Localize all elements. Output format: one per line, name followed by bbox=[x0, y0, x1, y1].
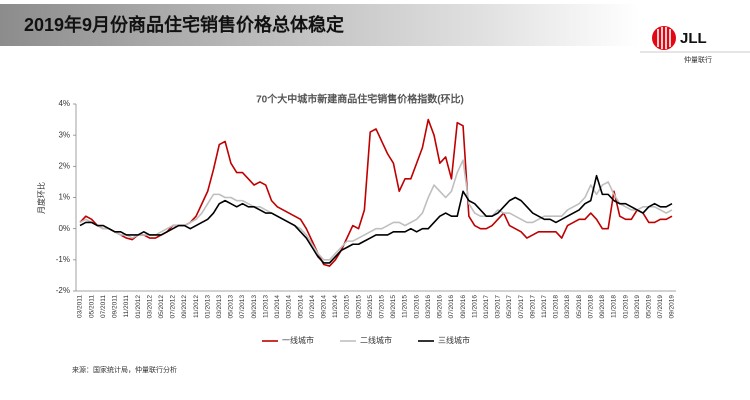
x-tick-label: 01/2016 bbox=[413, 295, 420, 319]
x-tick-label: 05/2011 bbox=[88, 295, 95, 318]
series-line bbox=[79, 118, 673, 267]
x-tick-label: 03/2019 bbox=[634, 295, 641, 319]
y-tick-label: 2% bbox=[58, 161, 70, 170]
source-note: 来源：国家统计局，仲量联行分析 bbox=[72, 365, 177, 374]
x-tick-label: 01/2018 bbox=[553, 295, 560, 319]
x-tick-label: 09/2019 bbox=[669, 295, 676, 319]
x-tick-label: 11/2012 bbox=[193, 295, 200, 318]
x-tick-label: 07/2019 bbox=[657, 295, 664, 319]
x-tick-label: 01/2017 bbox=[483, 295, 490, 319]
x-tick-label: 09/2014 bbox=[320, 295, 327, 319]
y-tick-label: 4% bbox=[58, 99, 70, 108]
x-tick-label: 09/2015 bbox=[390, 295, 397, 319]
x-tick-label: 05/2014 bbox=[297, 295, 304, 319]
logo: JLL 仲量联行 bbox=[652, 26, 712, 64]
x-tick-label: 01/2012 bbox=[135, 295, 142, 319]
x-tick-label: 11/2014 bbox=[332, 295, 339, 318]
y-tick-label: 0% bbox=[58, 224, 70, 233]
x-tick-label: 05/2019 bbox=[646, 295, 653, 319]
x-tick-label: 07/2017 bbox=[518, 295, 525, 319]
x-tick-label: 03/2016 bbox=[425, 295, 432, 319]
x-tick-label: 05/2018 bbox=[576, 295, 583, 319]
legend-label: 二线城市 bbox=[360, 335, 392, 345]
series-line bbox=[79, 159, 673, 261]
x-tick-label: 07/2012 bbox=[170, 295, 177, 319]
logo-subtext: 仲量联行 bbox=[684, 55, 712, 64]
x-tick-label: 07/2011 bbox=[100, 295, 107, 318]
x-tick-label: 03/2012 bbox=[146, 295, 153, 319]
x-tick-label: 05/2016 bbox=[437, 295, 444, 319]
x-tick-label: 05/2015 bbox=[367, 295, 374, 319]
x-tick-label: 07/2013 bbox=[239, 295, 246, 319]
x-tick-label: 03/2017 bbox=[495, 295, 502, 319]
x-tick-label: 01/2014 bbox=[274, 295, 281, 319]
x-tick-label: 11/2018 bbox=[611, 295, 618, 318]
x-tick-label: 01/2015 bbox=[344, 295, 351, 319]
x-tick-label: 05/2013 bbox=[228, 295, 235, 319]
x-tick-label: 11/2017 bbox=[541, 295, 548, 318]
x-tick-label: 03/2011 bbox=[77, 295, 84, 318]
x-tick-label: 05/2012 bbox=[158, 295, 165, 319]
legend-label: 一线城市 bbox=[282, 335, 314, 345]
x-tick-label: 03/2015 bbox=[355, 295, 362, 319]
x-tick-label: 03/2018 bbox=[564, 295, 571, 319]
x-tick-label: 03/2014 bbox=[286, 295, 293, 319]
x-tick-label: 09/2018 bbox=[599, 295, 606, 319]
slide-title: 2019年9月份商品住宅销售价格总体稳定 bbox=[24, 14, 344, 35]
x-tick-label: 09/2011 bbox=[112, 295, 119, 318]
y-tick-label: 3% bbox=[58, 130, 70, 139]
logo-text: JLL bbox=[680, 30, 707, 47]
x-tick-label: 11/2016 bbox=[471, 295, 478, 318]
x-tick-label: 09/2017 bbox=[529, 295, 536, 319]
y-tick-label: -1% bbox=[56, 255, 70, 264]
series-line bbox=[79, 174, 673, 264]
x-tick-label: 11/2015 bbox=[402, 295, 409, 318]
x-tick-label: 07/2015 bbox=[379, 295, 386, 319]
x-tick-label: 09/2016 bbox=[460, 295, 467, 319]
header-band bbox=[0, 4, 640, 46]
x-tick-label: 01/2013 bbox=[204, 295, 211, 319]
x-tick-label: 09/2013 bbox=[251, 295, 258, 319]
y-tick-label: -2% bbox=[56, 286, 70, 295]
x-tick-label: 11/2011 bbox=[123, 295, 130, 318]
x-tick-label: 01/2019 bbox=[622, 295, 629, 319]
y-tick-label: 1% bbox=[58, 193, 70, 202]
x-tick-label: 07/2016 bbox=[448, 295, 455, 319]
chart-title: 70个大中城市新建商品住宅销售价格指数(环比) bbox=[256, 93, 464, 106]
x-tick-label: 05/2017 bbox=[506, 295, 513, 319]
legend-label: 三线城市 bbox=[438, 335, 470, 345]
x-tick-label: 07/2018 bbox=[587, 295, 594, 319]
x-tick-label: 09/2012 bbox=[181, 295, 188, 319]
x-tick-label: 11/2013 bbox=[262, 295, 269, 318]
x-tick-label: 03/2013 bbox=[216, 295, 223, 319]
y-axis-label: 月度环比 bbox=[36, 182, 46, 214]
x-tick-label: 07/2014 bbox=[309, 295, 316, 319]
